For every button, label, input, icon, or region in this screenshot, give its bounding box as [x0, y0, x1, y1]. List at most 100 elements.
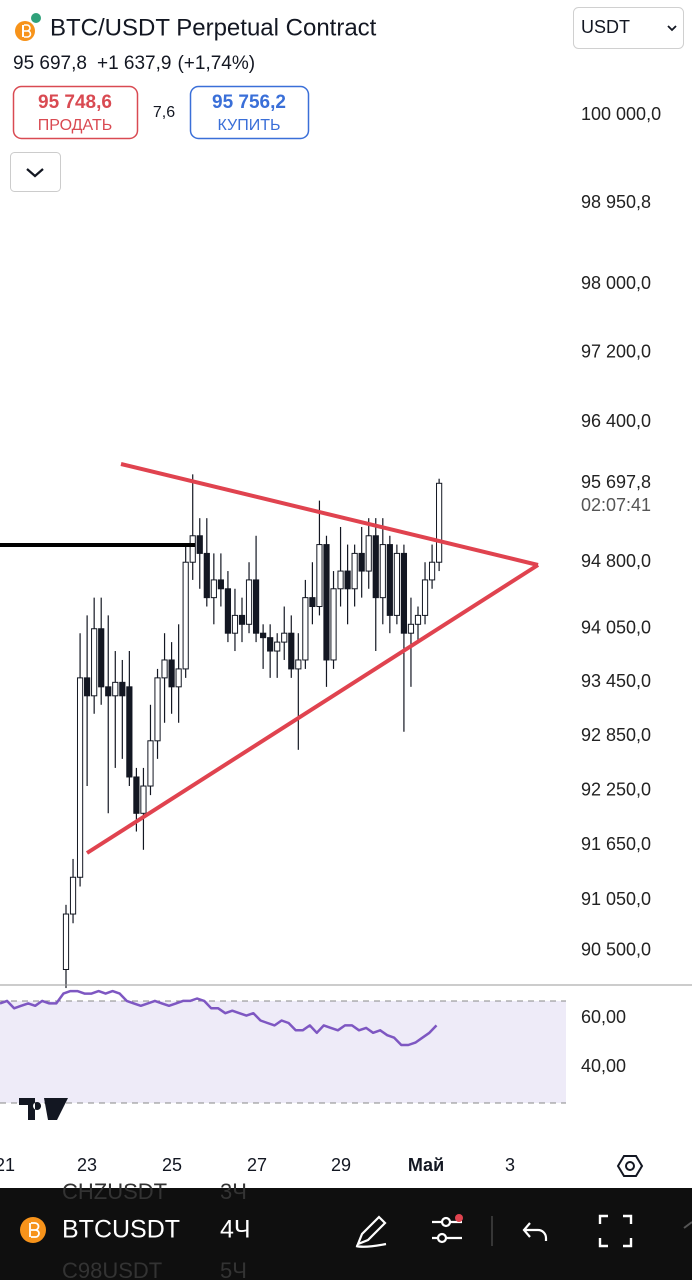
coin-icon-mark: [22, 25, 24, 37]
draw-icon[interactable]: [355, 1215, 387, 1248]
candle-body: [245, 579, 253, 625]
currency-select[interactable]: [573, 7, 684, 49]
price: 95 697,8: [13, 53, 87, 74]
collapse-button[interactable]: [10, 152, 61, 192]
y-tick-label: 90 500,0: [581, 940, 651, 960]
y-tick-label: 93 450,0: [581, 671, 651, 691]
candle-body: [91, 628, 98, 697]
candle-body: [421, 579, 429, 616]
ghost-symbol: CHZUSDT: [62, 1179, 167, 1204]
y-tick-label: 91 050,0: [581, 889, 651, 909]
interval[interactable]: 4Ч: [220, 1216, 251, 1244]
rsi-tick-label: 60,00: [581, 1007, 626, 1027]
settings-icon-center: [625, 1161, 635, 1171]
candle-body: [175, 668, 182, 688]
candle-body: [344, 570, 351, 590]
spread: 7,6: [153, 104, 175, 121]
candle-body: [140, 785, 147, 814]
candle-body: [119, 681, 126, 697]
logo: [19, 1098, 68, 1120]
candle-body: [217, 579, 224, 590]
candle-body: [105, 686, 112, 697]
change-pct: (+1,74%): [177, 53, 255, 74]
candle-body: [393, 552, 400, 616]
candle-body: [126, 686, 133, 778]
candle-body: [323, 544, 330, 661]
candle-body: [414, 614, 422, 625]
currency: USDT: [581, 17, 630, 37]
y-tick-label: 94 800,0: [581, 551, 651, 571]
candle-body: [238, 614, 246, 625]
candle-body: [98, 628, 105, 688]
candle-body: [330, 588, 337, 661]
x-tick-label: 3: [505, 1155, 515, 1175]
y-tick-label: 97 200,0: [581, 342, 651, 362]
candle-body: [386, 544, 393, 616]
x-tick-label: Май: [408, 1155, 444, 1175]
candle-body: [365, 535, 372, 572]
candle-body: [112, 681, 119, 697]
buy-button[interactable]: [189, 85, 310, 140]
x-tick-label: 25: [162, 1155, 182, 1175]
candle-body: [260, 632, 267, 639]
coin-icon-mark: [29, 1222, 40, 1238]
status-dot: [31, 13, 41, 23]
x-tick-label: 27: [247, 1155, 267, 1175]
candle-body: [231, 614, 239, 634]
settings-icon[interactable]: [616, 1155, 644, 1177]
candle-body: [281, 632, 288, 643]
indicators-icon[interactable]: [432, 1216, 462, 1244]
buy-label: КУПИТЬ: [218, 117, 281, 134]
candle-body: [309, 597, 316, 608]
candle-body: [295, 659, 302, 670]
candle-body: [252, 579, 260, 634]
candle-body: [316, 544, 323, 608]
y-tick-label: 92 250,0: [581, 779, 651, 799]
notification-dot: [455, 1214, 463, 1222]
candle-body: [161, 659, 168, 679]
rsi-line: [0, 989, 438, 1047]
sell-button[interactable]: [12, 85, 139, 140]
x-tick-label: 21: [0, 1155, 15, 1175]
undo-icon[interactable]: [522, 1222, 548, 1241]
candle-body: [154, 677, 161, 742]
candle-body: [428, 561, 436, 581]
candle-body: [84, 677, 91, 697]
candle-body: [436, 482, 443, 563]
change: +1 637,9: [97, 53, 172, 74]
coin-icon-mark: [24, 24, 32, 38]
candle-body: [182, 561, 189, 670]
price-line: 95 697,8 +1 637,9 (+1,74%): [13, 53, 255, 74]
sell-price: 95 748,6: [38, 92, 112, 113]
rsi-band: [0, 1001, 566, 1103]
y-tick-label: 91 650,0: [581, 834, 651, 854]
fullscreen-icon[interactable]: [598, 1214, 633, 1248]
candle-body: [168, 659, 175, 688]
edge-icon: [683, 1221, 692, 1229]
ghost-interval: 3Ч: [220, 1179, 247, 1204]
candle-body: [196, 535, 203, 554]
chevron: [667, 25, 677, 32]
candle-body: [210, 579, 217, 599]
symbol[interactable]: BTCUSDT: [62, 1216, 180, 1244]
last-price: 95 697,8: [581, 472, 651, 492]
chevron: [26, 168, 44, 178]
candle-body: [407, 623, 415, 634]
y-tick-label: 98 950,8: [581, 192, 651, 212]
x-tick-label: 29: [331, 1155, 351, 1175]
y-tick-label: 100 000,0: [581, 104, 661, 124]
candle-body: [133, 776, 140, 814]
candle-body: [400, 552, 408, 634]
ghost-symbol: C98USDT: [62, 1258, 162, 1280]
bottom-bar: [0, 1188, 692, 1280]
x-tick-label: 23: [77, 1155, 97, 1175]
plot: 100 000,0 98 950,8 98 000,0 97 200,0 96 400,…: [0, 104, 661, 1175]
candle-body: [379, 544, 386, 599]
sell-label: ПРОДАТЬ: [38, 117, 112, 134]
candle-body: [62, 913, 70, 970]
y-tick-label: 94 050,0: [581, 617, 651, 637]
y-tick-label: 96 400,0: [581, 411, 651, 431]
candle-body: [274, 641, 281, 652]
